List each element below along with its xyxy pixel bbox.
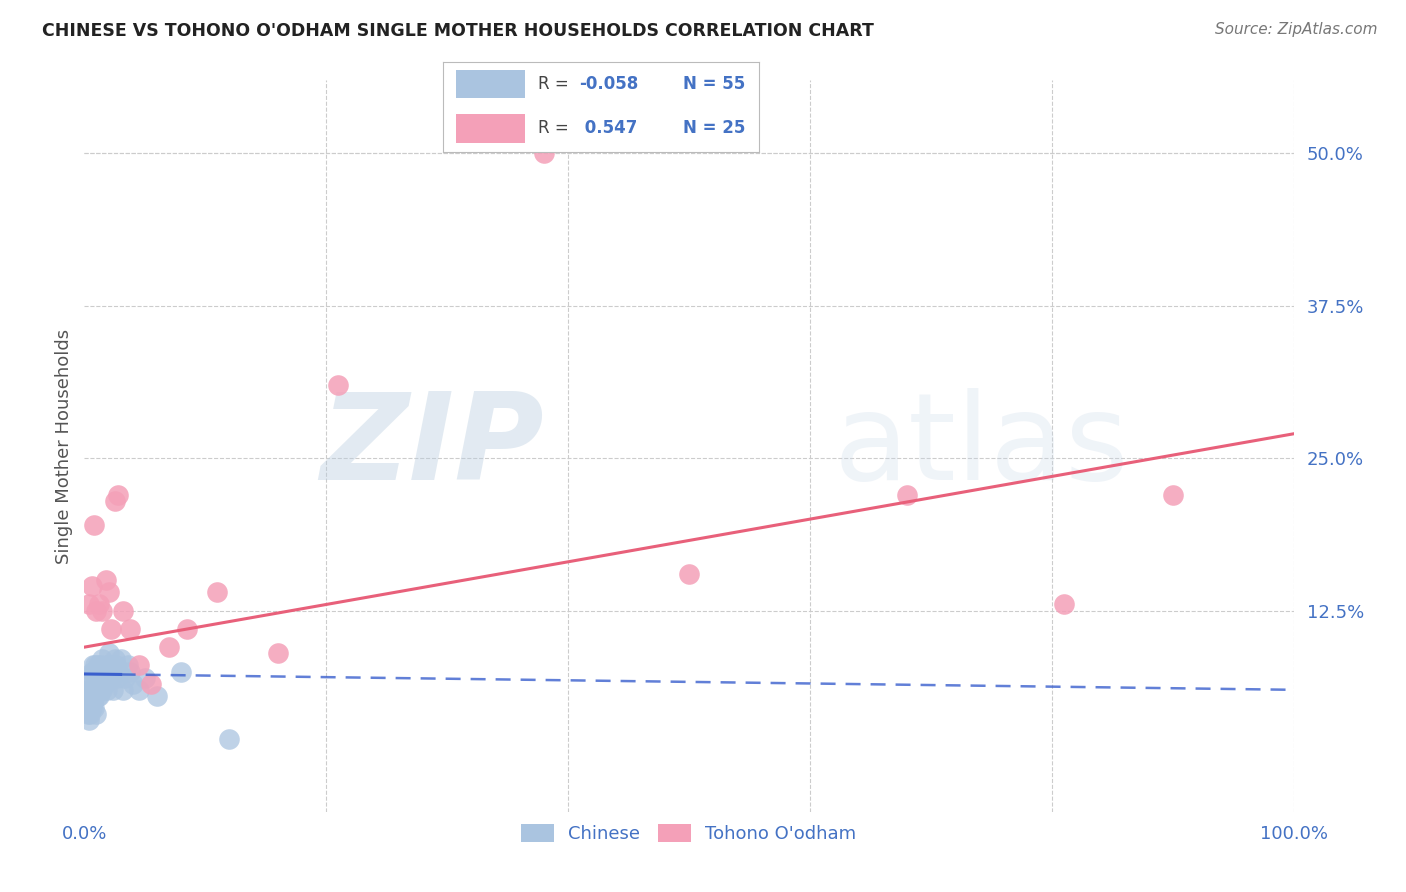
Point [121,676,143,690]
Legend: Chinese, Tohono O'odham: Chinese, Tohono O'odham [515,816,863,850]
Text: R =: R = [537,75,574,93]
Point [87,689,110,703]
Point [157,640,180,655]
Point [80,665,103,679]
Point [134,671,156,685]
Point [87,598,110,612]
Point [896,488,918,502]
Point [103,682,125,697]
Text: Source: ZipAtlas.com: Source: ZipAtlas.com [1215,22,1378,37]
Point [533,146,555,161]
Point [678,567,700,582]
Point [77,689,100,703]
Point [207,585,229,599]
Point [90,671,112,685]
Point [176,622,198,636]
Point [1161,488,1184,502]
Y-axis label: Single Mother Households: Single Mother Households [55,328,73,564]
Point [97,585,120,599]
Point [80,682,103,697]
Point [1053,598,1076,612]
Point [91,682,114,697]
Text: R =: R = [537,120,574,137]
Text: CHINESE VS TOHONO O'ODHAM SINGLE MOTHER HOUSEHOLDS CORRELATION CHART: CHINESE VS TOHONO O'ODHAM SINGLE MOTHER … [42,22,875,40]
Point [100,671,122,685]
Point [84,689,107,703]
Point [77,598,100,612]
Point [98,658,121,673]
Point [89,682,111,697]
Point [100,622,122,636]
Point [97,646,120,660]
Point [91,604,114,618]
Point [80,579,103,593]
Point [91,652,114,666]
Point [83,682,105,697]
Point [79,671,101,685]
Point [120,622,142,636]
Text: atlas: atlas [834,387,1129,505]
Point [76,682,98,697]
Point [128,682,150,697]
Bar [456,114,526,143]
Point [94,676,117,690]
Point [77,676,100,690]
Point [77,707,100,722]
Point [93,665,115,679]
Point [86,707,108,722]
Point [89,658,111,673]
Point [139,676,162,690]
Point [75,695,97,709]
Point [86,665,108,679]
Point [79,689,101,703]
Point [86,682,108,697]
Text: N = 25: N = 25 [683,120,745,137]
Point [104,494,127,508]
Point [128,658,150,673]
Point [107,488,129,502]
Point [267,646,290,660]
Bar [456,70,526,98]
Point [112,604,135,618]
Text: 0.547: 0.547 [579,120,637,137]
Point [83,518,105,533]
Point [82,695,104,709]
Point [94,573,117,587]
Point [112,682,135,697]
Point [114,671,136,685]
Point [84,658,107,673]
Point [86,658,108,673]
Point [79,707,101,722]
Point [218,731,240,746]
Point [86,689,108,703]
Point [107,665,129,679]
Point [83,701,105,715]
Point [110,652,132,666]
Point [76,701,98,715]
Point [83,665,105,679]
Point [86,604,108,618]
Point [77,714,100,728]
Text: -0.058: -0.058 [579,75,638,93]
Point [80,701,103,715]
Point [146,689,169,703]
Point [82,658,104,673]
Point [96,682,118,697]
Text: ZIP: ZIP [321,387,544,505]
Point [104,658,127,673]
Point [117,658,139,673]
Point [328,378,350,392]
Text: N = 55: N = 55 [683,75,745,93]
Point [120,665,142,679]
Point [104,652,127,666]
Point [94,658,117,673]
Point [87,665,110,679]
Point [105,671,128,685]
Point [170,665,193,679]
